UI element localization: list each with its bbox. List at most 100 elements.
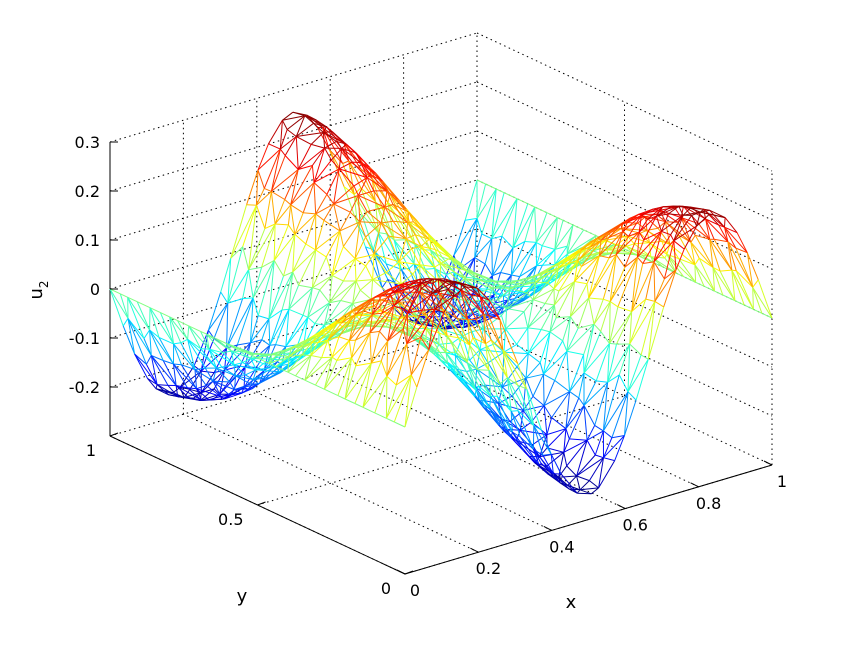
mesh-edge [594, 299, 603, 324]
mesh-edge [536, 282, 548, 283]
mesh-edge [381, 341, 387, 361]
mesh-edge [411, 350, 429, 375]
mesh-edge [407, 344, 412, 375]
mesh-edge [156, 385, 157, 389]
mesh-edge [324, 389, 338, 395]
mesh-edge [570, 284, 587, 317]
mesh-edge [528, 354, 540, 363]
mesh-edge [550, 332, 563, 341]
mesh-edge [120, 294, 128, 319]
mesh-edge [511, 275, 519, 277]
svg-text:u2: u2 [26, 280, 51, 299]
mesh-edge [249, 224, 276, 270]
mesh-edge [476, 369, 477, 387]
x-tick-mark [470, 548, 478, 552]
mesh-edge [454, 220, 465, 255]
x-tick-label: 1 [777, 472, 787, 491]
mesh-edge [603, 431, 612, 438]
mesh-edge [628, 392, 636, 400]
mesh-edge [441, 247, 451, 258]
mesh-edge [269, 120, 283, 144]
mesh-edge [463, 336, 470, 360]
mesh-edge [594, 302, 610, 325]
mesh-edge [573, 225, 584, 230]
mesh-edge [541, 330, 550, 332]
mesh-edge [426, 329, 427, 342]
mesh-edge [291, 166, 313, 205]
mesh-edge [486, 340, 492, 344]
mesh-edge [496, 189, 504, 193]
mesh-edge [270, 310, 282, 345]
mesh-edge [595, 455, 603, 458]
x-tick-mark [764, 461, 772, 465]
mesh-edge [405, 387, 417, 427]
mesh-edge [616, 255, 625, 268]
mesh-edge [311, 144, 324, 148]
mesh-edge [570, 317, 578, 329]
mesh-edge [477, 180, 486, 184]
x-tick-mark [691, 483, 699, 487]
mesh-edge [753, 280, 759, 288]
y-tick-label: 0 [381, 579, 391, 598]
mesh-edge [501, 273, 512, 276]
mesh-edge [542, 246, 555, 250]
mesh-edge [330, 281, 357, 303]
mesh-edge [643, 262, 654, 264]
mesh-edge [298, 144, 311, 169]
mesh-edge [536, 242, 542, 245]
mesh-edge [144, 330, 150, 339]
mesh-edge [343, 161, 349, 164]
mesh-edge [271, 191, 284, 199]
mesh-edge [343, 247, 355, 259]
mesh-edge [201, 349, 210, 350]
mesh-edge [274, 225, 288, 261]
grid-floor-x [183, 414, 478, 552]
mesh-edge [275, 200, 285, 225]
mesh-edge [320, 290, 330, 303]
mesh-edge [249, 267, 262, 269]
mesh-edge [502, 316, 506, 329]
z-axis-label-base: u [26, 288, 47, 299]
mesh-edge [343, 259, 355, 281]
mesh-edge [350, 212, 360, 222]
mesh-edge [355, 404, 363, 408]
mesh-edge [352, 162, 361, 163]
mesh-edge [277, 355, 290, 356]
mesh-edge [665, 254, 667, 258]
mesh-edge [641, 355, 648, 359]
mesh-edge [595, 425, 604, 431]
mesh-edge [285, 137, 296, 156]
mesh-edge [604, 458, 615, 461]
mesh-edge [589, 298, 604, 299]
mesh-edge [548, 283, 555, 289]
mesh-edge [295, 234, 306, 244]
mesh-edge [506, 309, 507, 329]
x-axis-label: x [566, 592, 577, 613]
mesh-edge [276, 345, 286, 347]
mesh-edge [312, 288, 319, 290]
x-tick-mark [397, 570, 405, 574]
mesh-edge [285, 156, 298, 170]
mesh-edge [356, 363, 372, 366]
mesh-edge [517, 328, 528, 345]
mesh-edge [156, 389, 184, 398]
mesh-edge [315, 324, 325, 326]
mesh-edge [646, 262, 654, 299]
mesh-edge [352, 358, 356, 366]
mesh-edge [386, 376, 387, 418]
mesh-edge [274, 260, 283, 276]
mesh-edge [439, 343, 453, 344]
mesh-edge [545, 304, 554, 306]
grid-floor-x [257, 392, 552, 530]
mesh-edge [567, 466, 577, 476]
mesh-edge [533, 374, 544, 396]
mesh-edge [274, 224, 275, 260]
mesh-edge [641, 301, 655, 355]
mesh-edge [544, 380, 555, 405]
x-tick-label: 0.6 [622, 516, 647, 535]
mesh-edge [381, 361, 387, 376]
mesh-edge [363, 363, 371, 407]
mesh-edge [575, 282, 588, 284]
mesh-edge [584, 230, 596, 236]
mesh-edge [264, 188, 271, 191]
